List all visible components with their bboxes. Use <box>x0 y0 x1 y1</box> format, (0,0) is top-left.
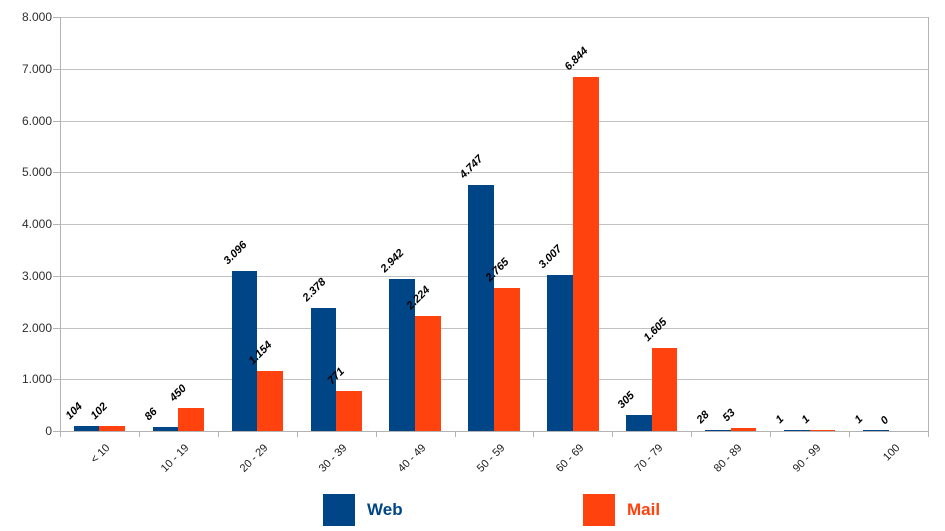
x-axis-tick <box>849 431 851 437</box>
bar-value-label: 102 <box>88 400 111 422</box>
x-axis-category-label: 30 - 39 <box>316 442 350 475</box>
x-axis-tick <box>691 431 693 437</box>
bar-value-label: 0 <box>878 414 891 427</box>
y-axis-tick-label: 2.000 <box>21 320 52 335</box>
bar-mail <box>257 371 283 431</box>
bar-value-label: 1.605 <box>641 316 670 344</box>
y-axis <box>60 17 61 431</box>
x-axis-tick <box>375 431 377 437</box>
x-axis-category-label: 70 - 79 <box>632 442 666 475</box>
y-axis-tick-label: 6.000 <box>21 113 52 128</box>
bar-web <box>310 308 337 431</box>
y-gridline <box>60 17 928 18</box>
bar-mail <box>572 77 599 431</box>
y-gridline <box>60 224 928 225</box>
bar-value-label: 1 <box>773 413 787 426</box>
y-axis-tick-label: 7.000 <box>21 61 52 76</box>
bar-mail <box>336 391 362 431</box>
bar-value-label: 2.942 <box>378 247 407 275</box>
x-axis-category-label: 10 - 19 <box>159 442 192 475</box>
bar-value-label: 1 <box>852 413 866 426</box>
y-axis-tick <box>53 172 60 174</box>
bar-web <box>705 430 731 431</box>
x-axis <box>53 431 928 432</box>
bar-web <box>231 271 258 431</box>
bar-web <box>784 430 810 431</box>
x-axis-tick <box>612 431 614 437</box>
x-axis-category-label: 80 - 89 <box>711 442 745 475</box>
x-axis-category-label: < 10 <box>89 442 113 466</box>
x-axis-tick <box>454 431 456 437</box>
x-axis-tick <box>928 431 929 437</box>
bar-mail <box>730 428 757 431</box>
legend-item-mail: Mail <box>583 494 660 526</box>
y-axis-tick-label: 5.000 <box>21 165 52 180</box>
y-axis-tick <box>53 431 60 432</box>
y-axis-tick <box>53 275 60 277</box>
y-axis-tick <box>53 327 60 329</box>
bar-mail <box>651 348 678 431</box>
x-axis-category-label: 40 - 49 <box>395 442 429 475</box>
bar-value-label: 6.844 <box>562 45 591 73</box>
bar-web <box>152 427 179 431</box>
bar-value-label: 53 <box>720 406 738 424</box>
bar-web <box>468 185 494 431</box>
legend-label-web: Web <box>367 500 403 519</box>
bar-value-label: 3.096 <box>221 239 250 267</box>
y-axis-tick-label: 3.000 <box>21 268 52 283</box>
y-axis-tick <box>53 17 60 18</box>
y-axis-tick <box>53 379 60 381</box>
bar-mail <box>494 288 520 431</box>
bar-value-label: 104 <box>63 400 85 422</box>
bar-mail <box>99 426 126 431</box>
bar-value-label: 305 <box>615 389 638 411</box>
bar-value-label: 3.007 <box>536 243 565 271</box>
y-axis-tick <box>53 68 60 70</box>
x-axis-category-label: 60 - 69 <box>553 442 587 475</box>
bar-mail <box>178 408 204 431</box>
legend-label-mail: Mail <box>627 500 661 519</box>
x-axis-category-label: 20 - 29 <box>238 442 271 475</box>
x-axis-category-label: 50 - 59 <box>474 442 508 475</box>
x-axis-tick <box>138 431 140 437</box>
x-axis-tick <box>533 431 535 437</box>
y-axis-tick-label: 4.000 <box>21 217 52 231</box>
bar-value-label: 450 <box>167 382 190 404</box>
y-gridline <box>60 68 928 70</box>
y-axis-tick <box>53 120 60 122</box>
legend-swatch-mail <box>583 494 615 526</box>
bar-web <box>73 426 100 431</box>
y-axis-tick <box>53 224 60 225</box>
x-axis-tick <box>217 431 219 437</box>
y-gridline <box>60 172 928 174</box>
legend-item-web: Web <box>323 494 403 526</box>
bar-value-label: 4.747 <box>457 153 486 181</box>
bar-mail <box>809 430 836 431</box>
x-axis-tick <box>60 431 61 437</box>
bar-value-label: 28 <box>694 408 712 426</box>
x-axis-tick <box>296 431 298 437</box>
plot-right-border <box>928 17 929 431</box>
bar-web <box>862 430 889 431</box>
y-axis-tick-label: 8.000 <box>21 10 52 24</box>
bar-value-label: 1 <box>799 413 812 426</box>
x-axis-tick <box>770 431 772 437</box>
bar-web <box>547 275 573 431</box>
bar-web <box>389 279 416 431</box>
bar-web <box>626 415 652 431</box>
y-gridline <box>60 120 928 122</box>
x-axis-category-label: 90 - 99 <box>790 442 824 475</box>
y-axis-tick-label: 1.000 <box>21 372 52 387</box>
legend-swatch-web <box>323 494 355 526</box>
bar-value-label: 86 <box>142 405 160 423</box>
x-axis-category-label: 100 <box>880 442 903 464</box>
bar-value-label: 2.378 <box>300 276 329 304</box>
y-axis-tick-label: 0 <box>45 424 52 438</box>
bar-mail <box>415 316 441 431</box>
